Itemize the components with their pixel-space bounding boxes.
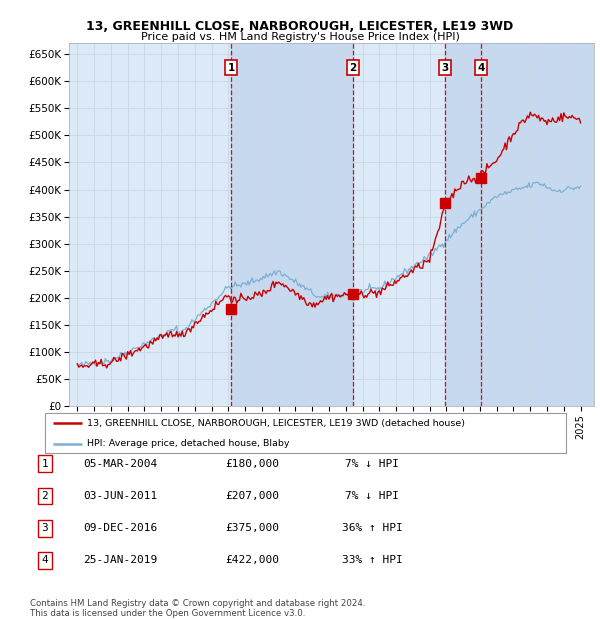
Text: HPI: Average price, detached house, Blaby: HPI: Average price, detached house, Blab… [87,439,289,448]
Bar [481,43,594,406]
Text: 1: 1 [227,63,235,73]
Text: 2: 2 [349,63,356,73]
Text: 13, GREENHILL CLOSE, NARBOROUGH, LEICESTER, LE19 3WD: 13, GREENHILL CLOSE, NARBOROUGH, LEICEST… [86,20,514,33]
Text: 03-JUN-2011: 03-JUN-2011 [83,491,157,501]
Text: 7% ↓ HPI: 7% ↓ HPI [345,459,399,469]
Text: Price paid vs. HM Land Registry's House Price Index (HPI): Price paid vs. HM Land Registry's House … [140,32,460,42]
Text: £207,000: £207,000 [225,491,279,501]
Text: 3: 3 [41,523,49,533]
Text: 4: 4 [41,556,49,565]
Text: This data is licensed under the Open Government Licence v3.0.: This data is licensed under the Open Gov… [30,609,305,618]
Text: 13, GREENHILL CLOSE, NARBOROUGH, LEICESTER, LE19 3WD (detached house): 13, GREENHILL CLOSE, NARBOROUGH, LEICEST… [87,418,465,428]
Text: 3: 3 [442,63,449,73]
Text: 4: 4 [478,63,485,73]
Text: 09-DEC-2016: 09-DEC-2016 [83,523,157,533]
Text: 36% ↑ HPI: 36% ↑ HPI [341,523,403,533]
Text: 7% ↓ HPI: 7% ↓ HPI [345,491,399,501]
Text: 05-MAR-2004: 05-MAR-2004 [83,459,157,469]
Text: £180,000: £180,000 [225,459,279,469]
Text: 33% ↑ HPI: 33% ↑ HPI [341,556,403,565]
Text: Contains HM Land Registry data © Crown copyright and database right 2024.: Contains HM Land Registry data © Crown c… [30,599,365,608]
Text: £422,000: £422,000 [225,556,279,565]
Text: 25-JAN-2019: 25-JAN-2019 [83,556,157,565]
Text: £375,000: £375,000 [225,523,279,533]
Text: 1: 1 [41,459,49,469]
Text: 2: 2 [41,491,49,501]
Bar [231,43,353,406]
FancyBboxPatch shape [44,414,566,453]
Bar [445,43,481,406]
